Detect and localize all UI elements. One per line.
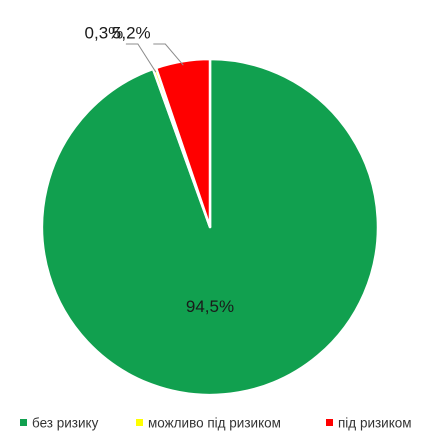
legend-item-1: без ризику [20,416,99,431]
leader-line-2 [126,44,156,72]
legend-swatch-2 [136,419,143,426]
data-label-3: 5,2% [112,23,151,42]
data-label-1: 94,5% [186,297,234,316]
legend-item-3: під ризиком [326,416,412,431]
legend: без ризику можливо під ризиком під ризиком [20,416,412,431]
legend-item-2: можливо під ризиком [136,416,281,431]
pie-slices [42,59,378,395]
legend-label-1: без ризику [32,416,99,431]
legend-swatch-1 [20,419,27,426]
legend-label-3: під ризиком [338,416,412,431]
legend-swatch-3 [326,419,333,426]
legend-label-2: можливо під ризиком [148,416,281,431]
